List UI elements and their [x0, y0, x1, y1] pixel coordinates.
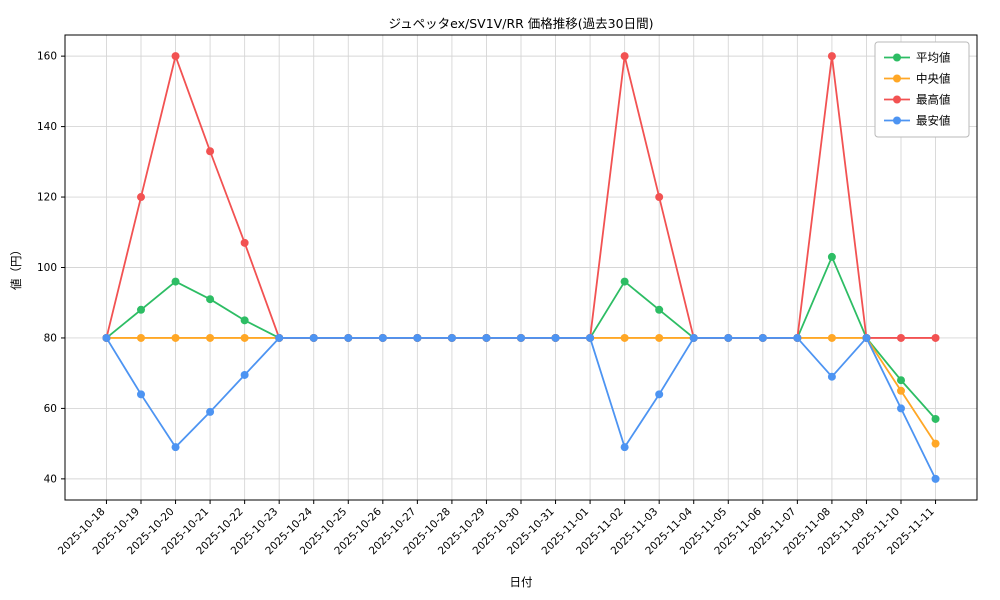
series-max-marker	[240, 238, 249, 247]
series-min-marker	[517, 333, 525, 342]
y-tick-label: 80	[44, 332, 57, 344]
series-min-marker	[724, 333, 733, 342]
legend-label-max: 最高値	[916, 93, 951, 107]
series-max-marker	[655, 193, 664, 202]
series-min-marker	[862, 333, 871, 342]
series-min-marker	[413, 333, 422, 342]
y-tick-label: 120	[37, 192, 57, 204]
series-max-marker	[827, 52, 836, 61]
series-median-marker	[206, 333, 215, 342]
series-min-marker	[206, 407, 215, 416]
series-min-marker	[551, 333, 560, 342]
series-average-marker	[931, 414, 940, 423]
series-min-marker	[897, 404, 905, 413]
legend-label-median: 中央値	[916, 72, 951, 86]
series-average-marker	[827, 252, 836, 261]
series-average-marker	[240, 316, 249, 325]
y-axis: 40 60 80 100 120 140 160	[37, 51, 65, 485]
series-average-marker	[206, 295, 215, 304]
series-median-marker	[620, 333, 629, 342]
series-average-marker	[137, 305, 145, 314]
series-min-marker	[758, 333, 767, 342]
x-axis: 2025-10-182025-10-192025-10-202025-10-21…	[56, 500, 937, 557]
series-average-marker	[171, 277, 180, 286]
series-min-marker	[275, 333, 284, 342]
legend-label-average: 平均値	[916, 51, 951, 65]
series-max-marker	[137, 193, 145, 202]
series-median-marker	[171, 333, 180, 342]
series-max-marker	[206, 147, 215, 156]
gridlines	[65, 35, 977, 500]
series-min-marker	[378, 333, 387, 342]
series-min-marker	[793, 333, 802, 342]
series-min-marker	[655, 390, 664, 399]
series-average-marker	[655, 305, 664, 314]
series-min-marker	[620, 443, 629, 452]
series-median-marker	[897, 386, 905, 395]
legend-label-min: 最安値	[916, 114, 951, 128]
y-tick-label: 160	[37, 51, 57, 63]
series-median-marker	[931, 439, 940, 448]
series-min-marker	[309, 333, 318, 342]
y-tick-label: 60	[44, 403, 57, 415]
legend-marker-min	[893, 116, 901, 125]
y-tick-label: 100	[37, 262, 57, 274]
series-max-marker	[897, 333, 905, 342]
series-min-marker	[586, 333, 595, 342]
legend-box	[874, 41, 970, 138]
legend-marker-median	[893, 74, 901, 83]
y-tick-label: 140	[37, 121, 57, 133]
series-max-marker	[931, 333, 940, 342]
series-median-marker	[655, 333, 664, 342]
series-average-marker	[897, 376, 905, 385]
y-tick-label: 40	[44, 473, 57, 485]
series-min-marker	[137, 390, 145, 399]
series-min-marker	[240, 370, 249, 379]
series-median-marker	[240, 333, 249, 342]
series-min-marker	[447, 333, 456, 342]
series-max-marker	[171, 52, 180, 61]
series-median-marker	[827, 333, 836, 342]
series-max-marker	[620, 52, 629, 61]
series-min-marker	[482, 333, 491, 342]
series-min-marker	[827, 372, 836, 381]
series-min-marker	[689, 333, 698, 342]
series-median-marker	[137, 333, 145, 342]
series-min-marker	[171, 443, 180, 452]
x-axis-label: 日付	[509, 575, 533, 589]
legend-marker-max	[893, 95, 901, 104]
series-min	[102, 333, 940, 483]
y-axis-label: 値（円）	[9, 244, 23, 290]
series-average-marker	[620, 277, 629, 286]
chart-title: ジュペッタex/SV1V/RR 価格推移(過去30日間)	[388, 16, 654, 31]
legend-marker-average	[893, 53, 901, 62]
series-min-marker	[931, 474, 940, 483]
series-min-marker	[102, 333, 111, 342]
series-min-marker	[344, 333, 353, 342]
